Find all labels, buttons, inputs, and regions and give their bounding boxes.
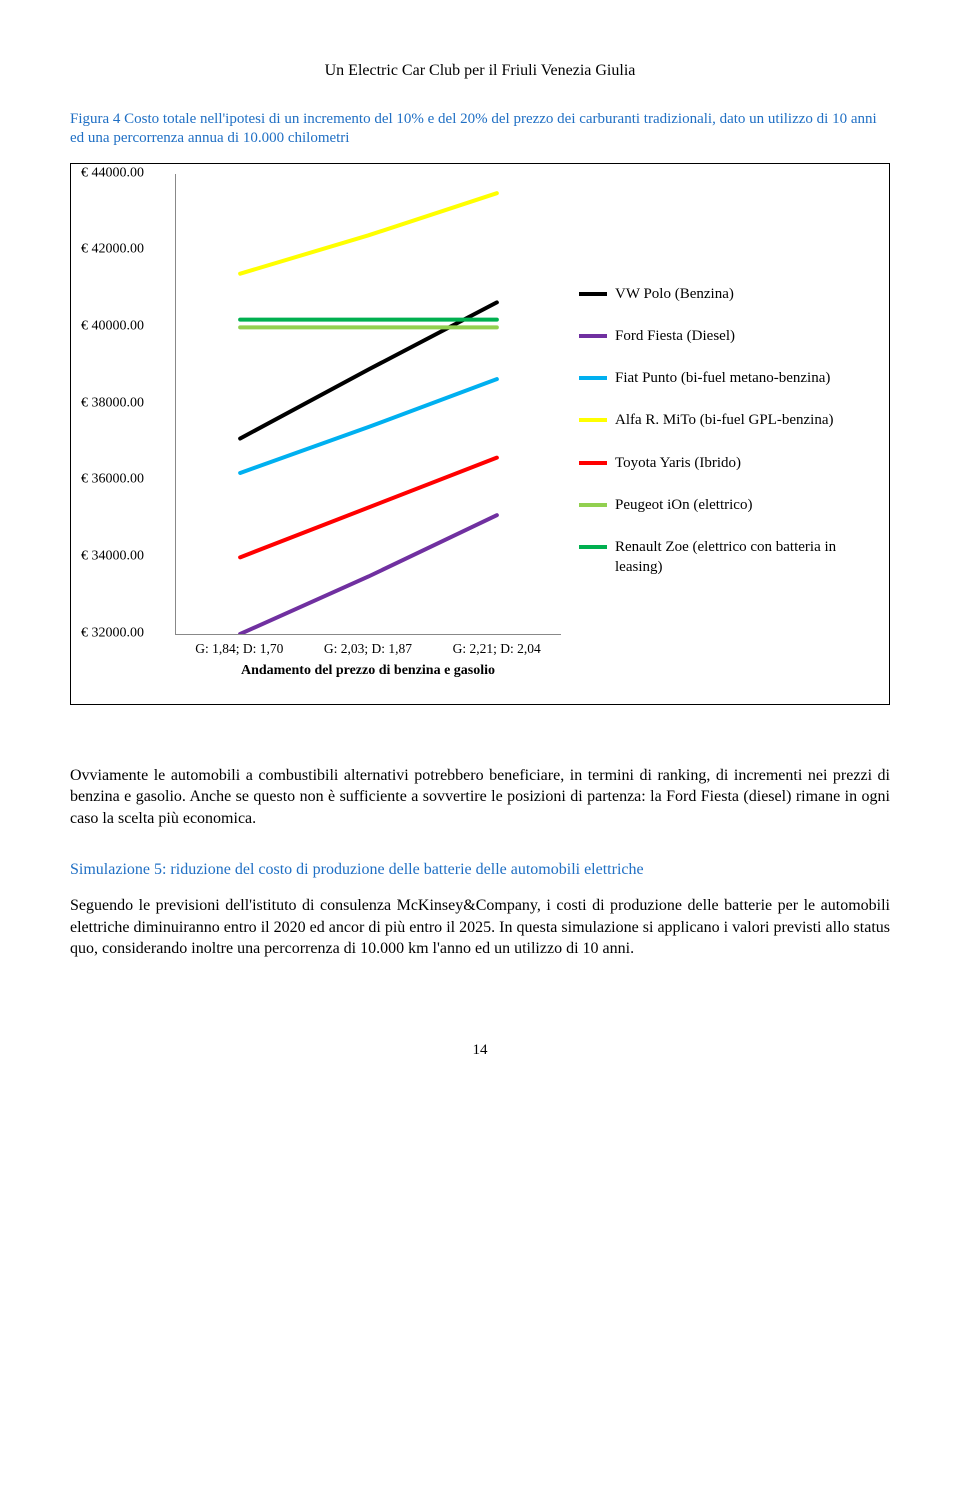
page-number: 14	[70, 1040, 890, 1060]
legend-item: Renault Zoe (elettrico con batteria in l…	[579, 537, 875, 578]
legend-item: VW Polo (Benzina)	[579, 284, 875, 304]
chart-legend: VW Polo (Benzina) Ford Fiesta (Diesel) Fia…	[561, 174, 875, 694]
series-line	[240, 457, 497, 557]
legend-swatch	[579, 545, 607, 549]
legend-swatch	[579, 418, 607, 422]
legend-label: VW Polo (Benzina)	[615, 284, 875, 304]
figure-caption: Figura 4 Costo totale nell'ipotesi di un…	[70, 110, 890, 149]
page-header: Un Electric Car Club per il Friuli Venez…	[70, 60, 890, 82]
x-axis-label: Andamento del prezzo di benzina e gasoli…	[175, 662, 561, 681]
y-tick: € 40000.00	[81, 317, 144, 336]
legend-swatch	[579, 334, 607, 338]
legend-label: Renault Zoe (elettrico con batteria in l…	[615, 537, 875, 578]
chart-plot: € 44000.00€ 42000.00€ 40000.00€ 38000.00…	[81, 174, 561, 694]
legend-item: Fiat Punto (bi-fuel metano-benzina)	[579, 368, 875, 388]
chart-container: € 44000.00 € 42000.00 € 40000.00 € 38000.00…	[70, 163, 890, 705]
legend-label: Peugeot iOn (elettrico)	[615, 495, 875, 515]
y-tick: € 44000.00	[81, 164, 144, 183]
legend-label: Alfa R. MiTo (bi-fuel GPL-benzina)	[615, 410, 875, 430]
paragraph-2: Seguendo le previsioni dell'istituto di …	[70, 895, 890, 960]
series-line	[240, 302, 497, 438]
y-tick: € 32000.00	[81, 624, 144, 643]
legend-label: Ford Fiesta (Diesel)	[615, 326, 875, 346]
legend-swatch	[579, 503, 607, 507]
legend-label: Toyota Yaris (Ibrido)	[615, 453, 875, 473]
series-line	[240, 379, 497, 473]
legend-swatch	[579, 461, 607, 465]
x-tick: G: 2,03; D: 1,87	[324, 640, 412, 658]
legend-swatch	[579, 292, 607, 296]
legend-item: Peugeot iOn (elettrico)	[579, 495, 875, 515]
legend-label: Fiat Punto (bi-fuel metano-benzina)	[615, 368, 875, 388]
y-tick: € 34000.00	[81, 547, 144, 566]
y-tick: € 42000.00	[81, 241, 144, 260]
paragraph-1: Ovviamente le automobili a combustibili …	[70, 765, 890, 830]
legend-item: Ford Fiesta (Diesel)	[579, 326, 875, 346]
series-line	[240, 193, 497, 273]
section-heading: Simulazione 5: riduzione del costo di pr…	[70, 859, 890, 881]
legend-item: Toyota Yaris (Ibrido)	[579, 453, 875, 473]
x-tick: G: 2,21; D: 2,04	[453, 640, 541, 658]
series-line	[240, 515, 497, 634]
x-tick: G: 1,84; D: 1,70	[195, 640, 283, 658]
legend-item: Alfa R. MiTo (bi-fuel GPL-benzina)	[579, 410, 875, 430]
legend-swatch	[579, 376, 607, 380]
y-tick: € 36000.00	[81, 471, 144, 490]
y-tick: € 38000.00	[81, 394, 144, 413]
